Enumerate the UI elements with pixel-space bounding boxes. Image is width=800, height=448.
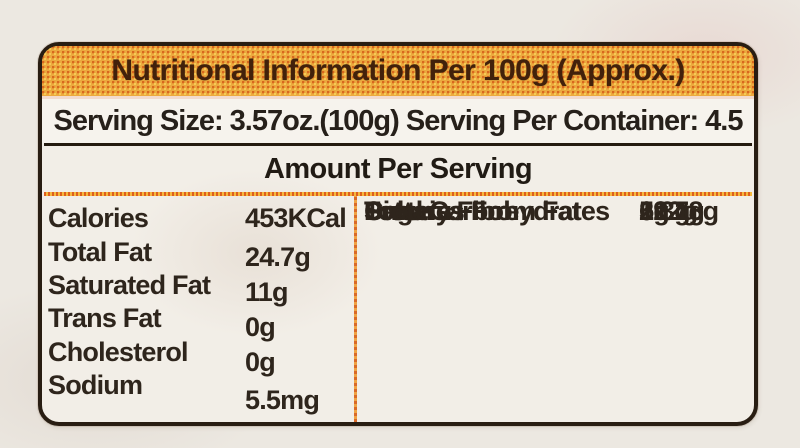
table-row-protein: Protein 6g xyxy=(364,196,752,226)
amount-per-serving-heading: Amount Per Serving xyxy=(264,152,533,185)
table-row-dietary-fibre: Dietary Fibre 5.3g xyxy=(364,196,752,226)
nutrient-label-saturated-fat: Saturated Fat xyxy=(48,270,211,300)
column-divider xyxy=(354,196,357,422)
nutrient-value-sugars: 19.18g xyxy=(639,196,719,226)
nutrient-label-calories: Calories xyxy=(48,203,149,233)
dark-divider-rule xyxy=(44,143,752,146)
nutrient-label-sugars: Sugars xyxy=(364,196,452,226)
nutrient-value-calories-from-fat: 222g xyxy=(639,196,698,226)
nutrient-value-sodium: 5.5mg xyxy=(245,385,320,415)
table-row-sugars: Sugars 19.18g xyxy=(364,196,752,226)
nutrition-label-panel: Nutritional Information Per 100g (Approx… xyxy=(38,42,758,426)
nutrient-label-sodium: Sodium xyxy=(48,370,143,400)
nutrient-value-cholesterol: 0g xyxy=(245,347,276,377)
nutrient-label-trans-fat: Trans Fat xyxy=(48,303,162,333)
serving-size-text: Serving Size: 3.57oz.(100g) Serving Per … xyxy=(53,104,744,137)
nutrient-label-protein: Protein xyxy=(364,196,452,226)
nutrient-value-total-fat: 24.7g xyxy=(245,242,311,272)
label-title: Nutritional Information Per 100g (Approx… xyxy=(111,54,685,87)
nutrient-label-cholesterol: Cholesterol xyxy=(48,337,189,367)
nutrient-value-total-carbohydrates: 51.7g xyxy=(639,196,705,226)
nutrient-label-calories-from-fat: Calories From Fat xyxy=(364,196,581,226)
nutrient-value-calories: 453KCal xyxy=(245,203,347,233)
orange-divider-rule xyxy=(44,192,752,196)
nutrition-label-content: Nutritional Information Per 100g (Approx… xyxy=(42,46,754,422)
table-row-calories-from-fat: Calories From Fat 222g xyxy=(364,196,752,226)
nutrient-value-dietary-fibre: 5.3g xyxy=(639,196,691,226)
nutrient-label-dietary-fibre: Dietary Fibre xyxy=(364,196,519,226)
table-row-total-carbohydrates: Total Carbohydrates 51.7g xyxy=(364,196,752,226)
nutrient-value-saturated-fat: 11g xyxy=(245,277,288,307)
label-header-band: Nutritional Information Per 100g (Approx… xyxy=(42,46,754,99)
amount-per-serving-band: Amount Per Serving xyxy=(42,146,754,192)
serving-size-band: Serving Size: 3.57oz.(100g) Serving Per … xyxy=(42,99,754,143)
nutrient-label-total-carbohydrates: Total Carbohydrates xyxy=(364,196,610,226)
nutrient-label-total-fat: Total Fat xyxy=(48,237,152,267)
nutrition-table: Calories Total Fat Saturated Fat Trans F… xyxy=(42,196,754,422)
nutrient-value-protein: 6g xyxy=(639,196,670,226)
nutrient-value-trans-fat: 0g xyxy=(245,312,276,342)
